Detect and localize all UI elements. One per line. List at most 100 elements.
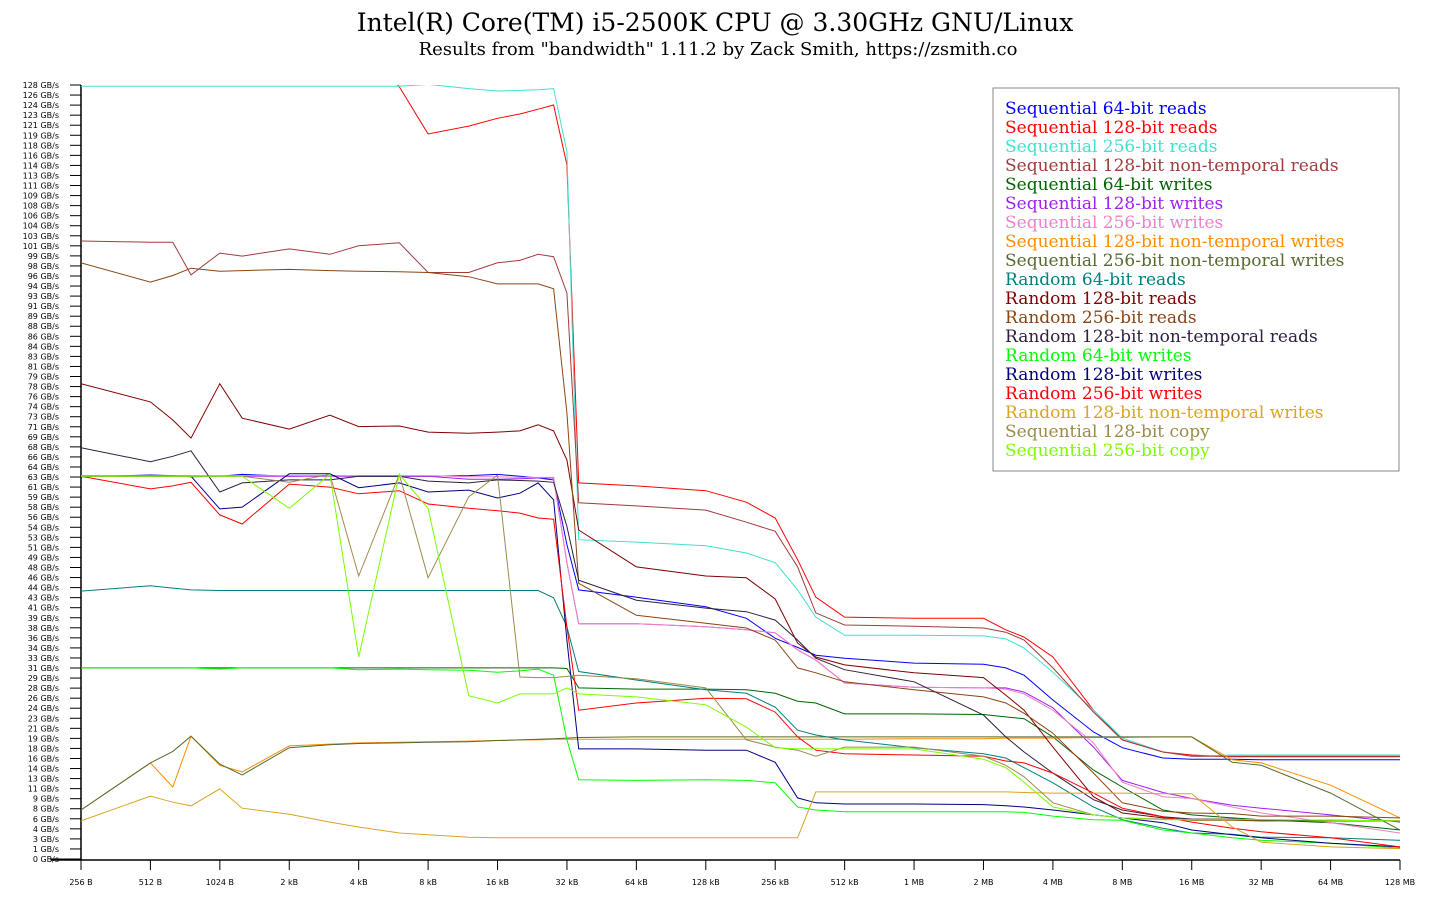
y-tick-label: 88 GB/s [28,322,59,331]
chart-subtitle: Results from "bandwidth" 1.11.2 by Zack … [419,39,1018,60]
series-line-sequential-256-bit-copy [81,473,1400,822]
y-tick-label: 71 GB/s [28,423,59,432]
series-line-sequential-128-bit-non-temporal-writes [81,735,1400,819]
series-line-sequential-256-bit-non-temporal-writes [81,735,1400,831]
y-tick-label: 113 GB/s [23,171,59,180]
legend-entry-random-64-bit-reads: Random 64-bit reads [1005,270,1186,290]
y-tick-label: 19 GB/s [28,734,59,743]
x-tick-label: 2 kB [280,878,298,887]
x-tick-label: 64 MB [1318,878,1343,887]
y-tick-label: 118 GB/s [23,141,59,150]
y-tick-label: 56 GB/s [28,513,59,522]
y-tick-label: 21 GB/s [28,724,59,733]
series-line-random-128-bit-non-temporal-reads [81,447,1400,822]
x-tick-label: 512 B [139,878,162,887]
y-tick-label: 86 GB/s [28,332,59,341]
x-tick-label: 256 kB [761,878,789,887]
x-tick-label: 16 MB [1179,878,1204,887]
y-tick-label: 49 GB/s [28,553,59,562]
y-tick-label: 63 GB/s [28,473,59,482]
y-tick-label: 114 GB/s [23,161,59,170]
y-tick-label: 93 GB/s [28,292,59,301]
y-tick-label: 94 GB/s [28,282,59,291]
legend-entry-sequential-256-bit-writes: Sequential 256-bit writes [1005,213,1223,233]
y-tick-label: 43 GB/s [28,594,59,603]
x-tick-label: 2 MB [973,878,993,887]
series-lines [81,85,1400,850]
y-tick-label: 116 GB/s [23,151,59,160]
y-tick-label: 36 GB/s [28,634,59,643]
y-tick-label: 24 GB/s [28,704,59,713]
legend-entry-random-128-bit-reads: Random 128-bit reads [1005,289,1197,309]
legend-entry-sequential-64-bit-writes: Sequential 64-bit writes [1005,175,1212,195]
y-tick-label: 108 GB/s [23,202,59,211]
y-tick-label: 96 GB/s [28,272,59,281]
y-tick-label: 3 GB/s [33,835,59,844]
y-tick-label: 53 GB/s [28,533,59,542]
y-tick-label: 76 GB/s [28,393,59,402]
legend-entry-random-64-bit-writes: Random 64-bit writes [1005,346,1192,366]
y-tick-label: 8 GB/s [33,805,59,814]
y-tick-label: 23 GB/s [28,714,59,723]
series-line-random-128-bit-non-temporal-writes [81,788,1400,850]
x-axis: 256 B 512 B 1024 B 2 kB 4 kB 8 kB 16 kB 32 kB 64… [51,859,1415,887]
y-tick-label: 121 GB/s [23,121,59,130]
y-tick-label: 83 GB/s [28,352,59,361]
y-tick-label: 33 GB/s [28,654,59,663]
y-tick-label: 48 GB/s [28,563,59,572]
y-axis: 0 GB/s1 GB/s3 GB/s4 GB/s6 GB/s8 GB/s9 GB… [23,81,82,864]
legend-entry-sequential-128-bit-reads: Sequential 128-bit reads [1005,118,1217,138]
legend-entry-sequential-256-bit-non-temporal-writes: Sequential 256-bit non-temporal writes [1005,251,1344,271]
y-tick-label: 84 GB/s [28,342,59,351]
y-tick-label: 31 GB/s [28,664,59,673]
legend-entry-random-256-bit-writes: Random 256-bit writes [1005,384,1202,404]
y-tick-label: 18 GB/s [28,744,59,753]
series-line-random-128-bit-reads [81,382,1400,822]
y-tick-label: 109 GB/s [23,192,59,201]
legend-entry-sequential-128-bit-non-temporal-reads: Sequential 128-bit non-temporal reads [1005,156,1339,176]
x-tick-label: 16 kB [486,878,509,887]
x-tick-label: 512 kB [831,878,859,887]
y-tick-label: 89 GB/s [28,312,59,321]
y-tick-label: 66 GB/s [28,453,59,462]
y-tick-label: 13 GB/s [28,775,59,784]
x-tick-label: 128 MB [1385,878,1415,887]
legend-entry-random-128-bit-non-temporal-reads: Random 128-bit non-temporal reads [1005,327,1318,347]
x-tick-label: 1024 B [206,878,234,887]
y-tick-label: 29 GB/s [28,674,59,683]
y-tick-label: 51 GB/s [28,543,59,552]
y-tick-label: 26 GB/s [28,694,59,703]
legend-entry-sequential-128-bit-copy: Sequential 128-bit copy [1005,422,1210,442]
series-line-random-256-bit-reads [81,262,1400,819]
chart-title: Intel(R) Core(TM) i5-2500K CPU @ 3.30GHz… [357,8,1074,37]
y-tick-label: 54 GB/s [28,523,59,532]
y-tick-label: 74 GB/s [28,403,59,412]
y-tick-label: 64 GB/s [28,463,59,472]
legend-entry-random-256-bit-reads: Random 256-bit reads [1005,308,1197,328]
legend-entry-sequential-64-bit-reads: Sequential 64-bit reads [1005,99,1207,119]
y-tick-label: 41 GB/s [28,604,59,613]
y-tick-label: 73 GB/s [28,413,59,422]
legend-entry-random-128-bit-non-temporal-writes: Random 128-bit non-temporal writes [1005,403,1324,423]
x-tick-label: 8 MB [1112,878,1132,887]
legend-entry-sequential-128-bit-writes: Sequential 128-bit writes [1005,194,1223,214]
y-tick-label: 78 GB/s [28,383,59,392]
y-tick-label: 11 GB/s [28,785,59,794]
y-tick-label: 68 GB/s [28,443,59,452]
y-tick-label: 69 GB/s [28,433,59,442]
series-line-sequential-128-bit-non-temporal-reads [81,240,1400,757]
x-tick-label: 1 MB [904,878,924,887]
y-tick-label: 91 GB/s [28,302,59,311]
y-tick-label: 98 GB/s [28,262,59,271]
y-tick-label: 44 GB/s [28,584,59,593]
y-tick-label: 106 GB/s [23,212,59,221]
y-tick-label: 1 GB/s [33,845,59,854]
series-line-sequential-256-bit-reads [81,85,1400,757]
y-tick-label: 104 GB/s [23,222,59,231]
x-tick-label: 4 kB [350,878,368,887]
y-tick-label: 34 GB/s [28,644,59,653]
series-line-random-64-bit-writes [81,667,1400,849]
y-tick-label: 58 GB/s [28,503,59,512]
y-tick-label: 128 GB/s [23,81,59,90]
